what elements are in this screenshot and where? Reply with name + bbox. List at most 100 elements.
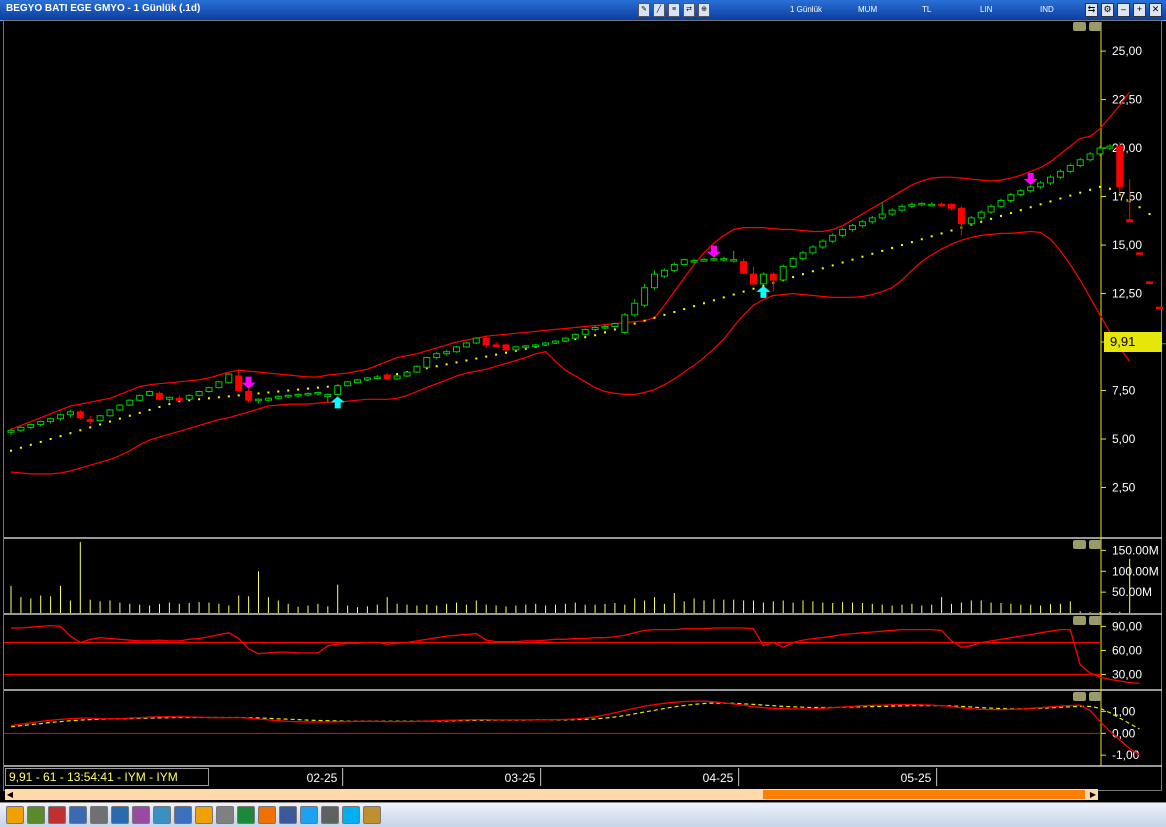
- sar-dot: [505, 351, 507, 354]
- scroll-left-icon[interactable]: ◀: [6, 790, 14, 799]
- candle-body: [750, 273, 757, 285]
- sar-dot: [10, 449, 12, 452]
- candle-body: [532, 344, 540, 347]
- sar-dot: [1049, 200, 1052, 203]
- draw-tool-icon[interactable]: ✎: [638, 3, 650, 17]
- candle-body: [779, 265, 787, 281]
- folder-open-icon[interactable]: [195, 806, 213, 824]
- candle-body: [849, 225, 856, 231]
- sar-dot: [653, 316, 656, 319]
- candle-body: [215, 381, 223, 389]
- minimize-icon[interactable]: –: [1117, 3, 1130, 17]
- candle-body: [512, 346, 520, 351]
- folder-icon[interactable]: [6, 806, 24, 824]
- candle-body: [156, 392, 163, 400]
- sar-dot: [643, 319, 646, 322]
- chart-svg[interactable]: 2,505,007,5010,0012,5015,0017,5020,0022,…: [0, 0, 1166, 790]
- sar-dot: [871, 252, 874, 255]
- candle-body: [462, 342, 470, 348]
- tools-icon[interactable]: [69, 806, 87, 824]
- sar-dot: [1059, 197, 1062, 200]
- candle-body: [37, 421, 45, 425]
- pane-badge-icon: [1073, 540, 1086, 549]
- candle-body: [601, 326, 609, 329]
- candle-body: [571, 333, 579, 339]
- sar-dot: [673, 310, 676, 313]
- candle-body: [354, 379, 361, 384]
- sar-dot: [69, 432, 72, 435]
- sell-signal-arrow: [1023, 172, 1038, 185]
- candle-body: [660, 269, 668, 277]
- compare-tool-icon[interactable]: ⇄: [683, 3, 695, 17]
- time-scrollbar[interactable]: ◀ ▶: [5, 789, 1098, 800]
- scroll-right-icon[interactable]: ▶: [1089, 790, 1097, 799]
- maximize-icon[interactable]: +: [1133, 3, 1146, 17]
- candle-body: [542, 342, 550, 346]
- period-selector[interactable]: 1 Günlük: [790, 5, 823, 14]
- settings-icon[interactable]: ⚙: [1101, 3, 1114, 17]
- candle-body: [96, 415, 104, 422]
- mode-currency[interactable]: TL: [922, 5, 932, 14]
- grid-icon[interactable]: [48, 806, 66, 824]
- candle-body: [799, 252, 807, 260]
- document-icon[interactable]: [153, 806, 171, 824]
- share-icon[interactable]: [258, 806, 276, 824]
- sar-dot: [475, 357, 478, 360]
- sar-dot: [465, 359, 468, 362]
- candle-body: [334, 385, 342, 395]
- candle-body: [205, 387, 213, 392]
- candle-body: [57, 414, 64, 420]
- candle-body: [492, 344, 500, 347]
- satellite-icon[interactable]: [321, 806, 339, 824]
- sar-dot: [633, 322, 636, 325]
- price-axis-tick-label: 15,00: [1112, 238, 1142, 252]
- candle-body: [304, 392, 312, 396]
- buy-signal-arrow: [330, 396, 345, 409]
- chart-icon[interactable]: [27, 806, 45, 824]
- candle-body: [868, 217, 876, 223]
- search-icon[interactable]: [90, 806, 108, 824]
- scroll-thumb[interactable]: [763, 790, 1085, 799]
- twitter-icon[interactable]: [300, 806, 318, 824]
- sar-dot: [1079, 191, 1082, 194]
- candle-body: [423, 357, 431, 368]
- mode-scale[interactable]: LIN: [980, 5, 993, 14]
- macd-axis-tick-label: 1,00: [1112, 705, 1136, 719]
- facebook-icon[interactable]: [279, 806, 297, 824]
- candle-body: [967, 217, 975, 225]
- export-icon[interactable]: [363, 806, 381, 824]
- candle-body: [631, 302, 639, 316]
- excel-icon[interactable]: [237, 806, 255, 824]
- candle-body: [413, 365, 421, 373]
- candle-body: [759, 273, 767, 285]
- candle-body: [552, 340, 559, 344]
- skype-icon[interactable]: [342, 806, 360, 824]
- mode-candle[interactable]: MUM: [858, 5, 878, 14]
- candle-body: [710, 258, 718, 261]
- candle-body: [344, 381, 352, 387]
- sar-dot: [1108, 187, 1111, 190]
- sar-dot: [811, 270, 814, 273]
- eye-icon[interactable]: [132, 806, 150, 824]
- candle-body: [977, 211, 985, 219]
- window-title: BEGYO BATI EGE GMYO - 1 Günlük (.1d): [6, 3, 201, 14]
- print-icon[interactable]: [216, 806, 234, 824]
- candle-body: [908, 203, 916, 207]
- sar-dot: [732, 293, 735, 296]
- mode-indicator[interactable]: IND: [1040, 5, 1054, 14]
- price-axis-tick-label: 12,50: [1112, 287, 1142, 301]
- fib-tool-icon[interactable]: ≡: [668, 3, 680, 17]
- sar-dot: [495, 353, 498, 356]
- candle-body: [651, 273, 658, 289]
- sync-icon[interactable]: ⇆: [1085, 3, 1098, 17]
- database-icon[interactable]: [174, 806, 192, 824]
- close-icon[interactable]: ✕: [1149, 3, 1162, 17]
- sar-dot: [39, 440, 42, 443]
- zoom-tool-icon[interactable]: ⊕: [698, 3, 710, 17]
- sar-dot: [762, 284, 765, 287]
- settings-icon[interactable]: [111, 806, 129, 824]
- sar-dot: [712, 299, 715, 302]
- bollinger-upper-line: [10, 91, 1131, 430]
- trend-tool-icon[interactable]: ╱: [653, 3, 665, 17]
- sar-dot: [950, 229, 953, 232]
